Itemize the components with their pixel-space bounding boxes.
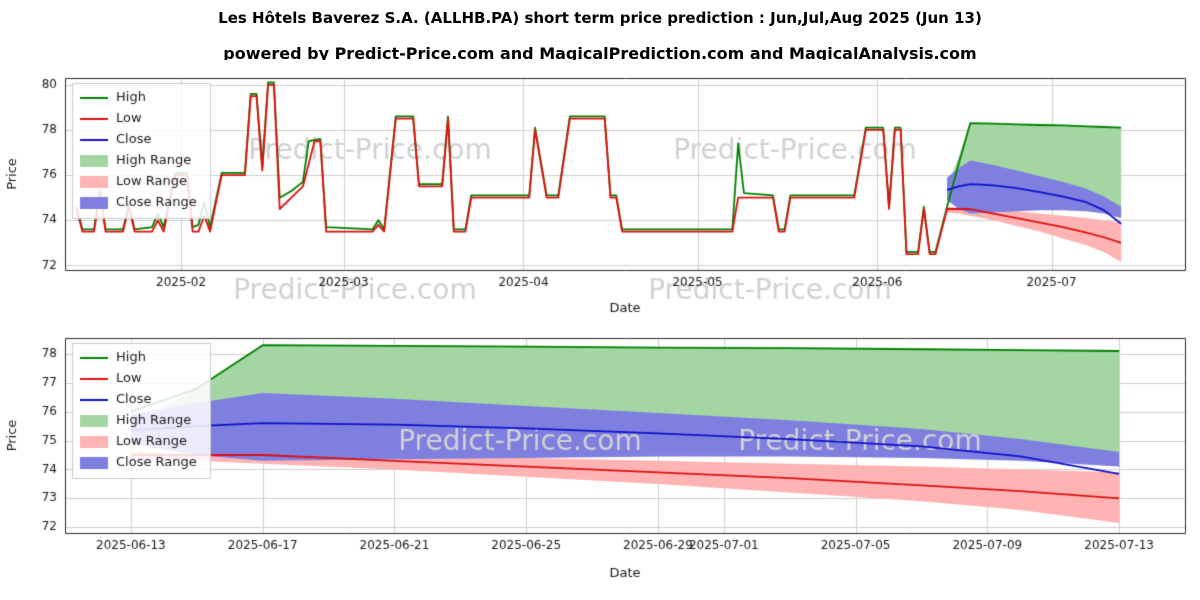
page-title: Les Hôtels Baverez S.A. (ALLHB.PA) short…	[218, 9, 982, 27]
price-history-chart	[0, 60, 1200, 330]
price-prediction-detail-chart	[0, 330, 1200, 600]
page-subtitle: powered by Predict-Price.com and Magical…	[223, 44, 977, 63]
